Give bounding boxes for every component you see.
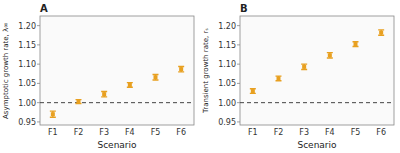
point	[328, 53, 332, 57]
y-tick	[37, 64, 40, 65]
chart-root: A 0.95 1.00 1.05 1.10 1.15 1.20 F1 F2 F3 F4 F5 F6 Sce…	[0, 0, 400, 153]
point	[251, 89, 255, 93]
y-tick	[237, 44, 240, 45]
point	[379, 31, 383, 35]
plot-frame	[40, 16, 194, 125]
x-tick-label: F4	[325, 128, 335, 137]
point	[302, 65, 306, 69]
panel: A 0.95 1.00 1.05 1.10 1.15 1.20 F1 F2 F3 F4 F5 F6 Sce…	[2, 3, 194, 150]
point	[277, 76, 281, 80]
panel-title: A	[40, 3, 48, 14]
error-bar	[127, 83, 133, 88]
y-tick	[37, 83, 40, 84]
reference-line	[240, 102, 394, 103]
error-bar	[327, 53, 333, 58]
error-bar	[50, 111, 56, 117]
y-axis-label: Transient growth rate, rₛ	[202, 28, 210, 114]
y-axis-label: Asymptotic growth rate, λ∞	[2, 22, 10, 119]
point	[102, 92, 106, 96]
point	[51, 112, 55, 116]
point	[128, 83, 132, 87]
point	[354, 42, 358, 46]
error-bar	[101, 91, 107, 96]
y-tick	[37, 25, 40, 26]
y-tick	[237, 102, 240, 103]
y-tick-label: 1.20	[18, 22, 36, 31]
x-tick-label: F3	[299, 128, 309, 137]
error-bar	[178, 66, 184, 71]
x-axis-label: Scenario	[97, 140, 137, 150]
error-bar	[250, 89, 256, 94]
point	[77, 100, 81, 104]
y-tick-label: 1.00	[218, 99, 236, 108]
error-bar	[301, 64, 307, 69]
y-tick	[37, 121, 40, 122]
y-tick-label: 1.20	[218, 22, 236, 31]
y-tick	[237, 121, 240, 122]
x-tick-label: F5	[151, 128, 161, 137]
y-tick-label: 1.10	[18, 60, 36, 69]
y-tick	[237, 25, 240, 26]
plot-area	[240, 30, 394, 103]
y-tick-label: 0.95	[218, 118, 236, 127]
x-axis-label: Scenario	[297, 140, 337, 150]
plot-frame	[240, 16, 394, 125]
error-bar	[378, 30, 384, 35]
panel-title: B	[240, 3, 248, 14]
y-tick	[37, 44, 40, 45]
x-tick-label: F6	[176, 128, 186, 137]
error-bar	[76, 100, 82, 104]
y-tick-label: 1.00	[18, 99, 36, 108]
point	[154, 75, 158, 79]
y-tick	[237, 64, 240, 65]
error-bar	[276, 76, 282, 81]
y-tick-label: 1.15	[218, 41, 236, 50]
x-tick-label: F2	[274, 128, 284, 137]
point	[179, 67, 183, 71]
y-tick-label: 1.10	[218, 60, 236, 69]
x-tick-label: F6	[376, 128, 386, 137]
reference-line	[40, 102, 194, 103]
x-tick-label: F3	[99, 128, 109, 137]
y-tick-label: 1.05	[218, 79, 236, 88]
error-bar	[353, 42, 359, 47]
y-tick-label: 1.05	[18, 79, 36, 88]
x-tick-label: F1	[48, 128, 58, 137]
y-tick-label: 0.95	[18, 118, 36, 127]
y-tick	[237, 83, 240, 84]
error-bar	[153, 75, 159, 80]
x-tick-label: F1	[248, 128, 258, 137]
x-tick-label: F2	[74, 128, 84, 137]
y-tick	[37, 102, 40, 103]
x-tick-label: F5	[351, 128, 361, 137]
plot-area	[40, 66, 194, 117]
y-tick-label: 1.15	[18, 41, 36, 50]
panel: B 0.95 1.00 1.05 1.10 1.15 1.20 F1 F2 F3 F4 F5 F6 Sce…	[202, 3, 394, 150]
x-tick-label: F4	[125, 128, 135, 137]
